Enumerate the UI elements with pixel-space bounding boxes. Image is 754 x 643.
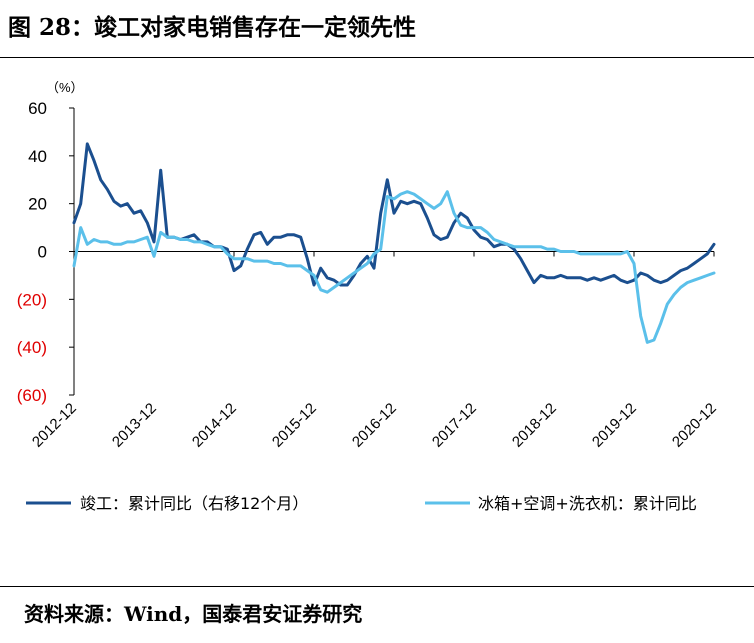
x-tick-label: 2017-12 xyxy=(429,400,480,451)
x-tick-label: 2019-12 xyxy=(589,400,640,451)
top-rule xyxy=(0,57,754,58)
x-tick-label: 2013-12 xyxy=(109,400,160,451)
chart-title: 图 28：竣工对家电销售存在一定领先性 xyxy=(8,14,417,41)
legend-label: 冰箱+空调+洗衣机：累计同比 xyxy=(478,494,697,513)
axes: （%） 60 40 20 0 (20) (40) (60)2012-12 2013-12 2014… xyxy=(17,80,720,451)
series-line-completion xyxy=(72,142,716,287)
y-unit-label: （%） xyxy=(46,80,84,95)
x-tick-label: 2018-12 xyxy=(509,400,560,451)
line-chart: （%） 60 40 20 0 (20) (40) (60)2012-12 2013-12 2014… xyxy=(17,80,720,513)
y-tick-label: 60 xyxy=(28,99,47,118)
legend-label: 竣工：累计同比（右移12个月） xyxy=(80,494,308,513)
y-tick-label: 40 xyxy=(28,147,47,166)
x-tick-label: 2020-12 xyxy=(669,400,720,451)
x-tick-label: 2014-12 xyxy=(189,400,240,451)
source-note: 资料来源：Wind，国泰君安证券研究 xyxy=(24,602,363,626)
legend: 竣工：累计同比（右移12个月） 冰箱+空调+洗衣机：累计同比 xyxy=(26,494,697,513)
y-tick-label: (60) xyxy=(17,386,47,405)
y-tick-label: 0 xyxy=(38,243,47,262)
x-tick-label: 2012-12 xyxy=(29,400,80,451)
series-line-appliances xyxy=(72,190,716,344)
x-tick-label: 2016-12 xyxy=(349,400,400,451)
y-tick-label: 20 xyxy=(28,195,47,214)
series-lines xyxy=(72,142,716,344)
y-tick-label: (20) xyxy=(17,290,47,309)
x-tick-label: 2015-12 xyxy=(269,400,320,451)
y-tick-label: (40) xyxy=(17,338,47,357)
bottom-rule xyxy=(0,586,754,587)
